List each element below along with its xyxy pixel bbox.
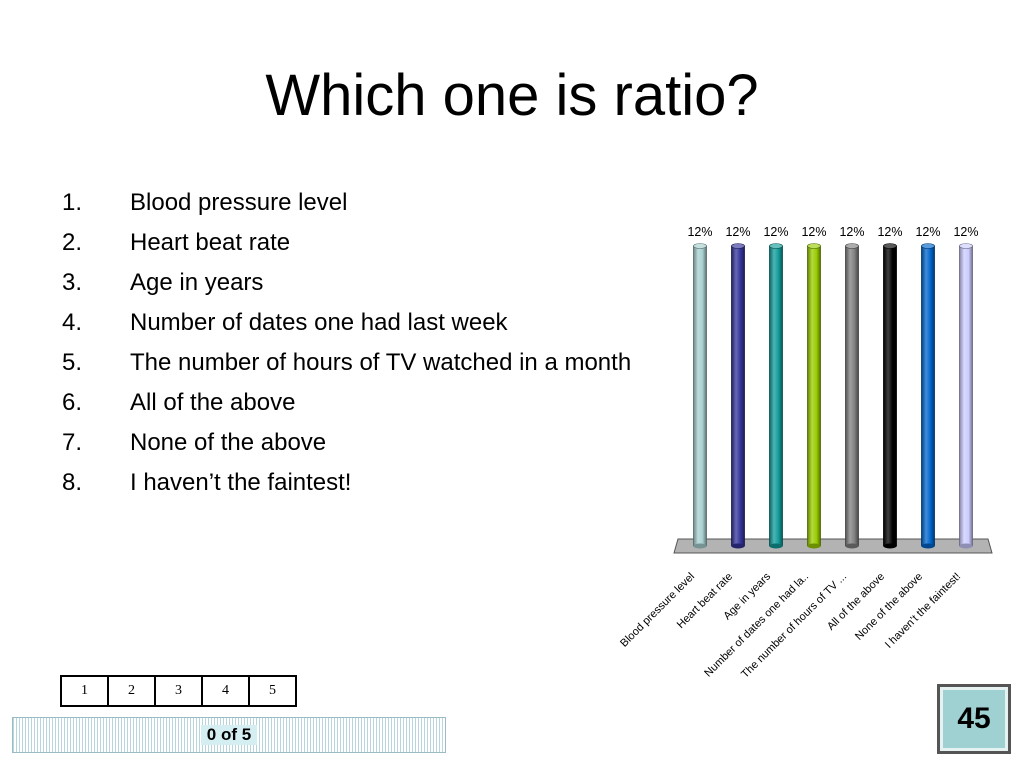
option-item: 4. Number of dates one had last week xyxy=(62,306,652,340)
response-count: 0 of 5 xyxy=(200,725,258,745)
option-number: 1. xyxy=(62,189,83,216)
chart-bar xyxy=(921,245,935,547)
chart-bar-cap xyxy=(769,243,783,249)
option-item: 5. The number of hours of TV watched in a… xyxy=(62,346,652,380)
option-item: 8. I haven’t the faintest! xyxy=(62,466,652,500)
chart-data-label: 12% xyxy=(763,225,788,239)
option-text: Age in years xyxy=(130,269,264,296)
answer-options-list: 1. Blood pressure level 2. Heart beat rate… xyxy=(62,186,652,506)
chart-category-label: Blood pressure level xyxy=(618,571,697,650)
chart-data-label: 12% xyxy=(915,225,940,239)
chart-bar xyxy=(807,245,821,547)
chart-bar-cap xyxy=(693,243,707,249)
answer-cell: 4 xyxy=(201,677,248,705)
chart-bar-base xyxy=(807,543,821,549)
option-text: Blood pressure level xyxy=(130,189,348,216)
chart-bar-base xyxy=(883,543,897,549)
option-text: All of the above xyxy=(130,389,296,416)
chart-bar-cap xyxy=(921,243,935,249)
chart-bar-cap xyxy=(845,243,859,249)
chart-category-label: None of the above xyxy=(853,571,925,643)
option-number: 3. xyxy=(62,269,83,296)
chart-bar xyxy=(769,245,783,547)
option-item: 6. All of the above xyxy=(62,386,652,420)
option-text: I haven’t the faintest! xyxy=(130,469,352,496)
chart-bar xyxy=(845,245,859,547)
option-number: 4. xyxy=(62,309,83,336)
chart-bar-cap xyxy=(959,243,973,249)
option-number: 2. xyxy=(62,229,83,256)
answer-grid: 1 2 3 4 5 xyxy=(60,675,297,707)
option-item: 1. Blood pressure level xyxy=(62,186,652,220)
answer-cell: 5 xyxy=(248,677,295,705)
chart-category-label: I haven’t the faintest! xyxy=(883,571,963,651)
option-text: None of the above xyxy=(130,429,327,456)
chart-bar-cap xyxy=(883,243,897,249)
countdown-timer: 45 xyxy=(937,684,1011,754)
option-number: 6. xyxy=(62,389,83,416)
option-text: The number of hours of TV watched in a m… xyxy=(130,349,632,376)
option-number: 5. xyxy=(62,349,83,376)
chart-bar xyxy=(693,245,707,547)
answer-cell: 1 xyxy=(81,683,88,698)
option-number: 8. xyxy=(62,469,83,496)
answer-cell: 2 xyxy=(107,677,154,705)
chart-bar-base xyxy=(845,543,859,549)
chart-bar-base xyxy=(769,543,783,549)
option-number: 7. xyxy=(62,429,83,456)
chart-bar-base xyxy=(731,543,745,549)
chart-data-label: 12% xyxy=(687,225,712,239)
option-item: 2. Heart beat rate xyxy=(62,226,652,260)
chart-bar-base xyxy=(959,543,973,549)
chart-data-label: 12% xyxy=(839,225,864,239)
chart-bar xyxy=(883,245,897,547)
chart-bar-base xyxy=(921,543,935,549)
chart-bar xyxy=(959,245,973,547)
chart-data-label: 12% xyxy=(801,225,826,239)
chart-data-label: 12% xyxy=(877,225,902,239)
option-item: 7. None of the above xyxy=(62,426,652,460)
option-text: Heart beat rate xyxy=(130,229,291,256)
chart-data-label: 12% xyxy=(725,225,750,239)
answer-cell: 3 xyxy=(154,677,201,705)
option-item: 3. Age in years xyxy=(62,266,652,300)
chart-floor xyxy=(673,538,993,554)
chart-bar xyxy=(731,245,745,547)
chart-bar-base xyxy=(693,543,707,549)
response-count-bar: 0 of 5 xyxy=(12,717,446,753)
slide-title: Which one is ratio? xyxy=(265,63,759,128)
option-text: Number of dates one had last week xyxy=(130,309,508,336)
chart-bar-cap xyxy=(807,243,821,249)
chart-bar-cap xyxy=(731,243,745,249)
chart-data-label: 12% xyxy=(953,225,978,239)
